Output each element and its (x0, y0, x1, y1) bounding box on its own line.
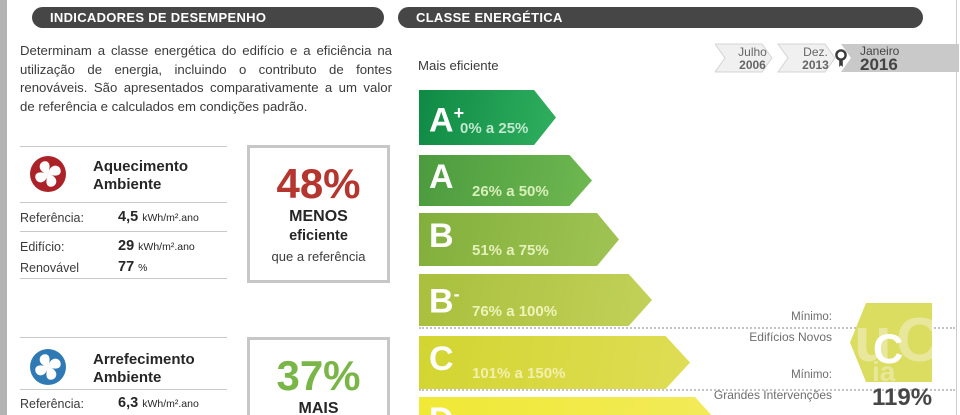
svg-text:C: C (873, 325, 903, 372)
